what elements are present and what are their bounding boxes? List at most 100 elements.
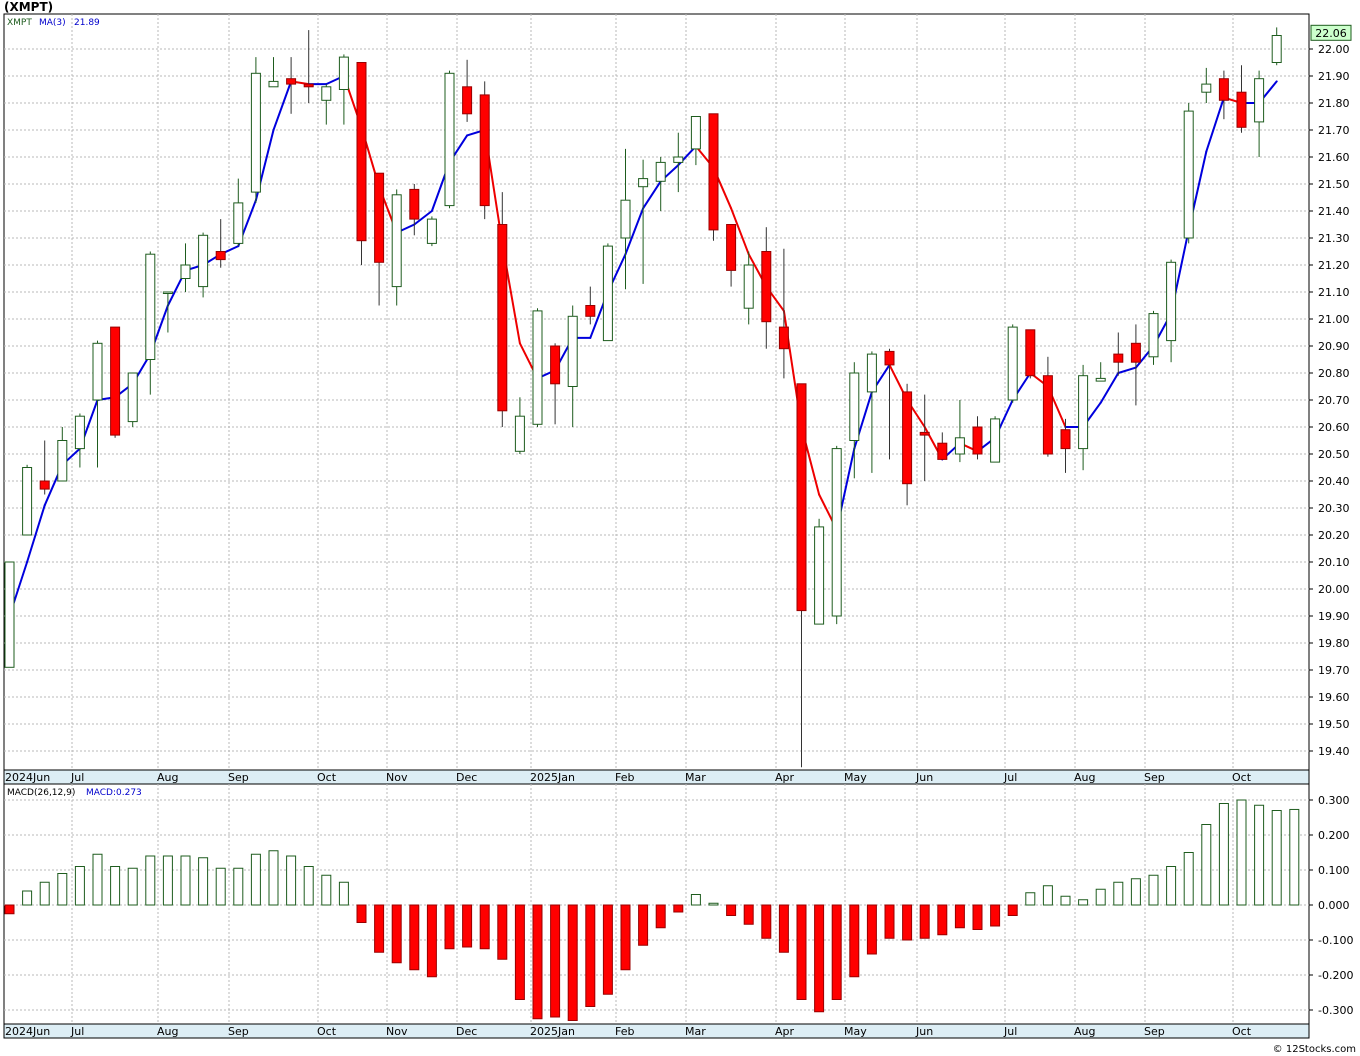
- price-y-tick-label: 20.60: [1318, 421, 1350, 434]
- macd-bar-positive: [286, 855, 297, 906]
- macd-y-tick-label: 0.200: [1318, 829, 1350, 842]
- price-gridlines: [4, 14, 1309, 770]
- macd-bar-positive: [74, 866, 85, 906]
- month-label: Aug: [1074, 771, 1095, 784]
- month-label: Jul: [1003, 1025, 1017, 1038]
- month-label: Jul: [70, 1025, 84, 1038]
- price-y-tick-label: 19.80: [1318, 637, 1350, 650]
- macd-y-tick-label: -0.300: [1318, 1004, 1353, 1017]
- macd-bar-negative: [796, 904, 807, 1000]
- month-label: Feb: [615, 1025, 634, 1038]
- price-y-tick-label: 21.40: [1318, 205, 1350, 218]
- macd-bar-negative: [919, 904, 930, 939]
- candle-down: [39, 480, 50, 490]
- candle-up: [620, 199, 631, 239]
- macd-bar-positive: [145, 855, 156, 906]
- macd-bar-negative: [638, 904, 649, 946]
- macd-bar-positive: [215, 867, 226, 906]
- candle-down: [726, 224, 737, 271]
- macd-bar-positive: [1042, 885, 1053, 906]
- candle-down: [1236, 91, 1247, 128]
- candle-up: [1078, 375, 1089, 450]
- legend-ma-label: MA(3): [39, 18, 66, 28]
- macd-bar-negative: [761, 904, 772, 939]
- macd-bar-negative: [356, 904, 367, 923]
- price-y-tick-label: 20.80: [1318, 367, 1350, 380]
- last-price-text: 22.06: [1315, 27, 1347, 40]
- candle-down: [884, 350, 895, 366]
- candle-down: [1218, 78, 1229, 101]
- month-label: Oct: [1232, 1025, 1252, 1038]
- candle-up: [743, 264, 754, 309]
- candle-down: [1130, 342, 1141, 363]
- month-label: Sep: [1144, 1025, 1165, 1038]
- month-label: Mar: [685, 771, 706, 784]
- macd-bar-negative: [884, 904, 895, 939]
- candle-down: [902, 391, 913, 485]
- candle-up: [690, 116, 701, 150]
- ma3-segment: [1099, 372, 1120, 404]
- month-label: Apr: [775, 771, 795, 784]
- candle-up: [1166, 261, 1177, 342]
- candle-up: [514, 415, 525, 452]
- month-label: Jul: [70, 771, 84, 784]
- month-label: Aug: [157, 1025, 178, 1038]
- candle-up: [1095, 377, 1106, 382]
- macd-bar-positive: [1289, 808, 1300, 906]
- macd-bar-positive: [250, 853, 261, 906]
- candle-up: [233, 202, 244, 244]
- price-y-tick-label: 21.80: [1318, 97, 1350, 110]
- month-label: Sep: [228, 771, 249, 784]
- macd-bar-negative: [954, 904, 965, 929]
- candle-down: [1025, 329, 1036, 377]
- macd-bar-positive: [1025, 892, 1036, 906]
- candle-up: [180, 264, 191, 279]
- watermark: © 12Stocks.com: [1273, 1044, 1356, 1055]
- macd-y-tick-label: 0.300: [1318, 794, 1350, 807]
- price-y-tick-label: 19.60: [1318, 691, 1350, 704]
- macd-bar-positive: [1201, 824, 1212, 906]
- macd-bar-positive: [110, 866, 121, 906]
- macd-bar-negative: [479, 904, 490, 950]
- candle-up: [655, 161, 666, 182]
- month-label: Jul: [1003, 771, 1017, 784]
- candle-up: [638, 178, 649, 188]
- candle-up: [532, 310, 543, 425]
- candle-down: [1042, 375, 1053, 455]
- price-y-tick-label: 19.40: [1318, 745, 1350, 758]
- macd-bar-negative: [743, 904, 754, 925]
- candle-up: [250, 72, 261, 193]
- candle-down: [585, 305, 596, 317]
- price-y-tick-label: 19.90: [1318, 610, 1350, 623]
- candle-down: [110, 326, 121, 436]
- macd-bar-negative: [426, 904, 437, 978]
- price-y-tick-label: 19.50: [1318, 718, 1350, 731]
- price-y-tick-label: 20.70: [1318, 394, 1350, 407]
- candle-up: [831, 448, 842, 617]
- ma3-segment: [26, 504, 46, 563]
- price-y-tick-label: 21.30: [1318, 232, 1350, 245]
- month-label: Nov: [386, 771, 408, 784]
- ma3-segment: [642, 180, 662, 210]
- ma3-segment: [413, 210, 433, 226]
- macd-bar-negative: [567, 904, 578, 1021]
- price-y-tick-label: 21.90: [1318, 70, 1350, 83]
- macd-bar-negative: [620, 904, 631, 971]
- candle-up: [1148, 313, 1159, 358]
- macd-bar-positive: [1254, 804, 1265, 906]
- month-label: 2024Jun: [5, 1025, 50, 1038]
- price-y-tick-label: 20.50: [1318, 448, 1350, 461]
- candle-up: [145, 253, 156, 360]
- macd-bar-negative: [866, 904, 877, 955]
- ma3-segment: [730, 207, 750, 256]
- month-label: 2025Jan: [530, 1025, 575, 1038]
- price-y-tick-label: 21.60: [1318, 151, 1350, 164]
- macd-bar-positive: [1218, 803, 1229, 906]
- candle-up: [954, 437, 965, 455]
- macd-bar-positive: [127, 867, 138, 906]
- macd-bar-negative: [462, 904, 473, 948]
- candle-up: [814, 526, 825, 625]
- candle-up: [567, 315, 578, 387]
- candle-up: [866, 353, 877, 393]
- price-y-tick-label: 22.00: [1318, 43, 1350, 56]
